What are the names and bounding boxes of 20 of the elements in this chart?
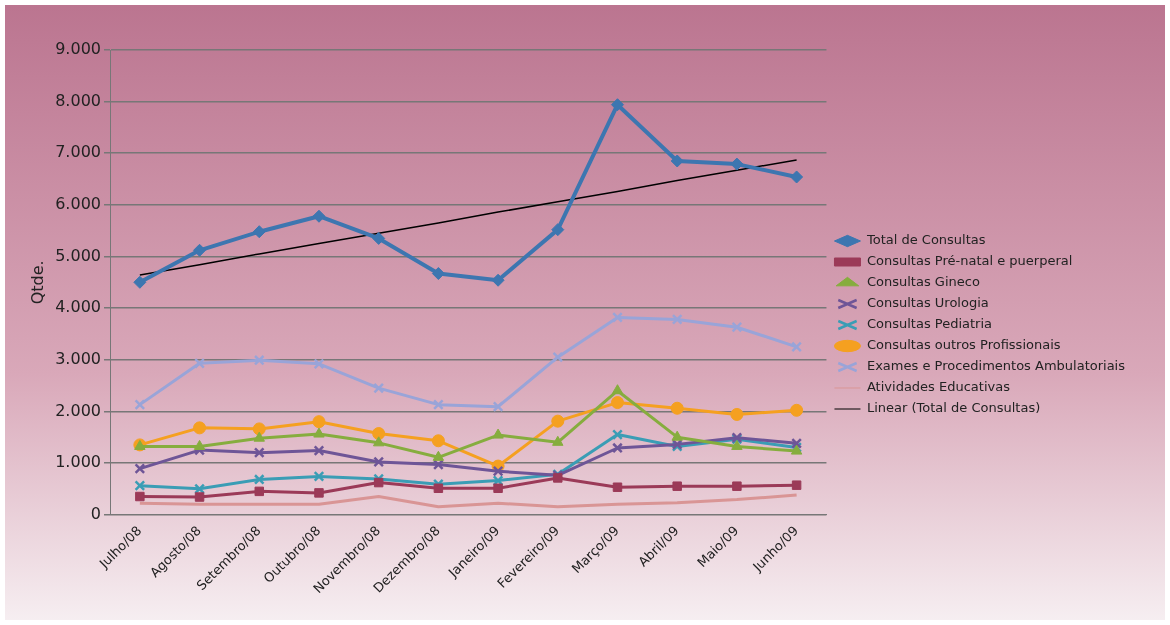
legend-label: Total de Consultas <box>865 232 986 248</box>
y-tick-label: 6.000 <box>55 194 101 214</box>
legend-label: Consultas Urologia <box>866 295 989 311</box>
y-tick-label: 2.000 <box>55 400 101 420</box>
legend-label: Consultas outros Profissionais <box>866 337 1061 353</box>
legend-label: Atividades Educativas <box>866 379 1011 395</box>
y-tick-label: 9.000 <box>55 39 101 59</box>
legend-label: Consultas Gineco <box>866 274 980 290</box>
y-tick-label: 8.000 <box>55 90 101 110</box>
legend-label: Consultas Pediatria <box>866 316 993 332</box>
y-tick-label: 7.000 <box>55 142 101 162</box>
y-tick-label: 1.000 <box>55 452 101 472</box>
y-tick-label: 4.000 <box>55 297 101 317</box>
legend-label: Consultas Pré-natal e puerperal <box>866 253 1073 269</box>
y-tick-label: 0 <box>90 503 101 523</box>
y-tick-label: 5.000 <box>55 245 101 265</box>
y-axis-title: Qtde. <box>27 260 47 305</box>
legend-label: Linear (Total de Consultas) <box>866 400 1041 416</box>
legend-label: Exames e Procedimentos Ambulatoriais <box>866 358 1126 374</box>
y-tick-label: 3.000 <box>55 348 101 368</box>
